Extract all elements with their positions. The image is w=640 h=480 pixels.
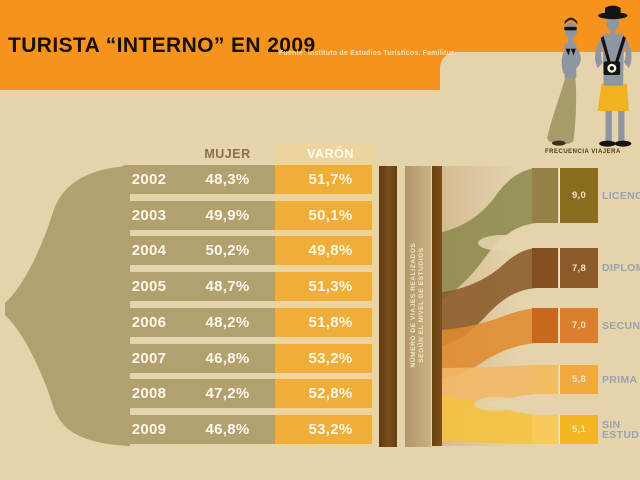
education-bar-segment <box>532 308 558 343</box>
education-bar: 7,8 <box>532 248 598 288</box>
varon-percentage: 51,7% <box>308 171 353 188</box>
table-row-year-mujer: 2008 47,2% <box>118 379 275 408</box>
education-bar: 5,8 <box>532 365 598 394</box>
table-row-varon: 49,8% <box>275 236 372 265</box>
brace-shape <box>5 166 130 446</box>
table-row-year-mujer: 2006 48,2% <box>118 308 275 337</box>
trips-value: 7,0 <box>571 320 587 331</box>
mujer-percentage: 47,2% <box>205 385 250 402</box>
tourists-illustration <box>547 5 632 147</box>
varon-percentage: 51,8% <box>308 314 353 331</box>
education-bar-segment <box>532 248 558 288</box>
mujer-percentage: 48,7% <box>205 278 250 295</box>
varon-percentage: 53,2% <box>308 421 353 438</box>
varon-percentage: 52,8% <box>308 385 353 402</box>
varon-percentage: 53,2% <box>308 350 353 367</box>
trips-value: 5,8 <box>571 374 587 385</box>
year-value: 2002 <box>131 171 167 188</box>
education-level-label: SIN ESTUD <box>602 419 640 441</box>
table-row-varon: 53,2% <box>275 344 372 373</box>
education-level-label: DIPLOM <box>602 262 640 274</box>
axis-title-bar: NÚMERO DE VIAJES REALIZADOS SEGÚN EL NIV… <box>405 166 431 447</box>
education-bar-block: 5,1 <box>559 415 598 444</box>
education-bar-block: 7,0 <box>559 308 598 343</box>
year-value: 2006 <box>131 314 167 331</box>
table-row-year-mujer: 2004 50,2% <box>118 236 275 265</box>
table-row-varon: 50,1% <box>275 201 372 230</box>
education-bar-block: 7,8 <box>559 248 598 288</box>
education-level-label: PRIMA <box>602 374 638 386</box>
trips-value: 7,8 <box>571 262 587 274</box>
divider-bar-dark <box>379 166 397 447</box>
year-value: 2004 <box>131 242 167 259</box>
year-value: 2009 <box>131 421 167 438</box>
table-row-varon: 51,3% <box>275 272 372 301</box>
mujer-percentage: 49,9% <box>205 207 250 224</box>
varon-percentage: 49,8% <box>308 242 353 259</box>
year-value: 2008 <box>131 385 167 402</box>
education-level-label: LICENC <box>602 190 640 202</box>
trips-value: 9,0 <box>571 190 587 201</box>
education-bar-segment <box>532 415 558 444</box>
year-value: 2007 <box>131 350 167 367</box>
divider-bar-dark-2 <box>432 166 442 446</box>
year-value: 2005 <box>131 278 167 295</box>
table-row-year-mujer: 2002 48,3% <box>118 165 275 194</box>
woman-figure <box>547 17 581 146</box>
table-row-varon: 51,8% <box>275 308 372 337</box>
man-figure <box>595 5 632 147</box>
education-bar: 9,0 <box>532 168 598 223</box>
varon-percentage: 50,1% <box>308 207 353 224</box>
education-level-label: SECUN <box>602 320 640 332</box>
illustration-caption: FRECUENCIA VIAJERA <box>545 149 621 155</box>
table-row-year-mujer: 2003 49,9% <box>118 201 275 230</box>
education-bar: 5,1 <box>532 415 598 444</box>
year-value: 2003 <box>131 207 167 224</box>
table-row-varon: 52,8% <box>275 379 372 408</box>
education-bar-block: 5,8 <box>559 365 598 394</box>
mujer-percentage: 50,2% <box>205 242 250 259</box>
table-row-varon: 51,7% <box>275 165 372 194</box>
source-note: Fuente: Instituto de Estudios Turísticos… <box>279 50 456 57</box>
mujer-percentage: 48,3% <box>205 171 250 188</box>
education-bar-segment <box>532 365 558 394</box>
table-row-year-mujer: 2007 46,8% <box>118 344 275 373</box>
trips-value: 5,1 <box>571 424 587 435</box>
varon-percentage: 51,3% <box>308 278 353 295</box>
education-bar-block: 9,0 <box>559 168 598 223</box>
page-title: TURISTA “INTERNO” EN 2009 <box>8 34 316 57</box>
mujer-percentage: 46,8% <box>205 421 250 438</box>
mujer-percentage: 46,8% <box>205 350 250 367</box>
table-row-year-mujer: 2009 46,8% <box>118 415 275 444</box>
mujer-percentage: 48,2% <box>205 314 250 331</box>
education-bar-segment <box>532 168 558 223</box>
column-header-mujer: MUJER <box>204 147 251 161</box>
education-bar: 7,0 <box>532 308 598 343</box>
table-row-varon: 53,2% <box>275 415 372 444</box>
column-header-varon: VARÓN <box>307 147 354 161</box>
table-row-year-mujer: 2005 48,7% <box>118 272 275 301</box>
